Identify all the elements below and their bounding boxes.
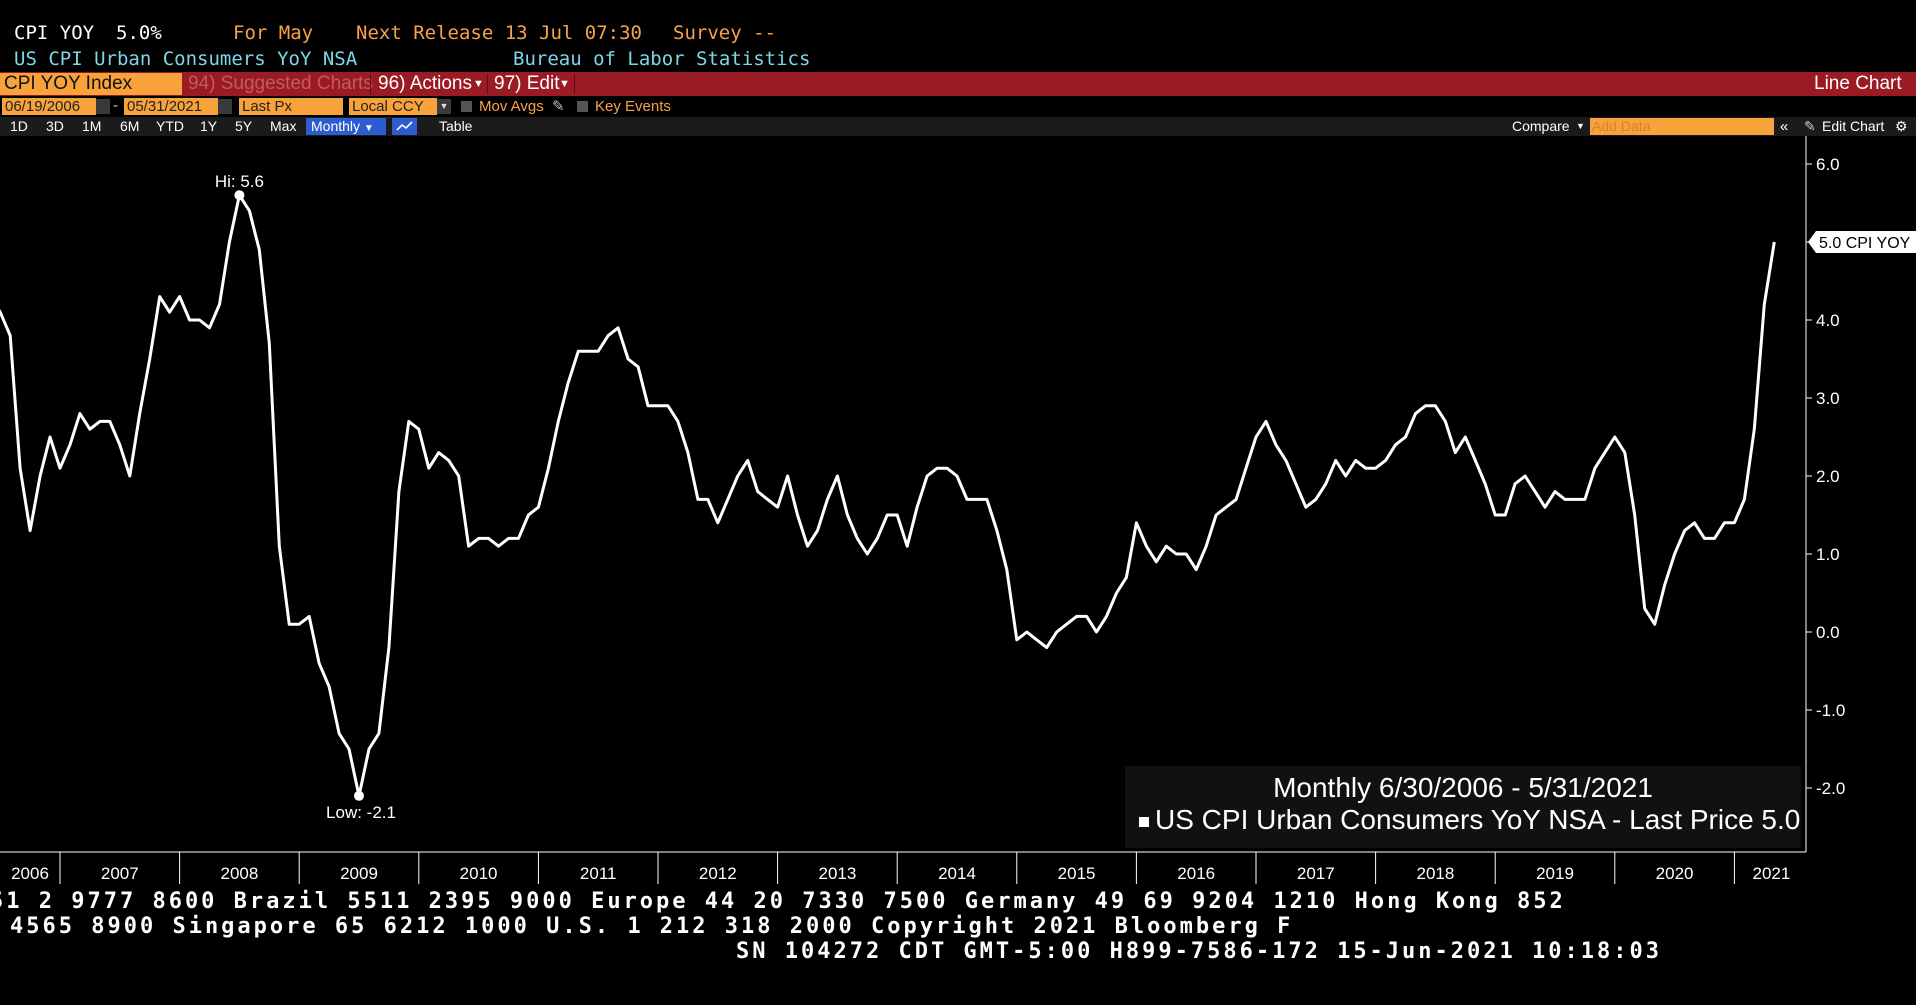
x-axis: 2006 2007 2008 2009 2010 2011 2012 2013 2014 2015… xyxy=(11,852,1790,884)
x-tick-label: 2019 xyxy=(1536,864,1574,883)
x-tick-label: 2007 xyxy=(101,864,139,883)
low-point-marker xyxy=(354,790,364,801)
survey-value: Survey -- xyxy=(673,22,776,44)
last-value-label: 5.0 CPI YOY xyxy=(1819,235,1911,252)
end-date-field[interactable]: 05/31/2021 xyxy=(124,98,218,115)
high-label: Hi: 5.6 xyxy=(215,172,264,191)
suggested-charts-button[interactable]: 94) Suggested Charts xyxy=(188,73,373,94)
low-label: Low: -2.1 xyxy=(326,803,396,822)
period-1m[interactable]: 1M xyxy=(82,118,102,134)
toolbar-divider xyxy=(487,74,488,94)
table-button[interactable]: Table xyxy=(439,118,473,134)
gear-icon[interactable]: ⚙ xyxy=(1895,118,1908,134)
y-tick-label: 3.0 xyxy=(1816,389,1840,408)
period-max[interactable]: Max xyxy=(270,118,297,134)
frequency-select[interactable]: Monthly ▼ xyxy=(306,118,386,135)
series-description: US CPI Urban Consumers YoY NSA xyxy=(14,48,358,70)
chevron-down-icon[interactable]: ▼ xyxy=(437,99,451,114)
x-tick-label: 2006 xyxy=(11,864,49,883)
period-toolbar xyxy=(0,117,1916,136)
y-axis: 6.05.04.03.02.01.00.0-1.0-2.0 xyxy=(1806,155,1845,798)
cpi-line-chart: 6.05.04.03.02.01.00.0-1.0-2.0 2006200720… xyxy=(0,136,1916,884)
actions-menu[interactable]: 96) Actions xyxy=(378,73,472,94)
x-tick-label: 2011 xyxy=(580,864,617,883)
footer-timestamp: SN 104272 CDT GMT-5:00 H899-7586-172 15-… xyxy=(736,939,1662,964)
calendar-icon[interactable] xyxy=(218,99,232,114)
x-tick-label: 2017 xyxy=(1297,864,1335,883)
chart-legend: Monthly 6/30/2006 - 5/31/2021 US CPI Urb… xyxy=(1125,766,1801,848)
last-value-tag: 5.0 CPI YOY xyxy=(1808,231,1916,253)
toolbar-divider xyxy=(370,74,371,94)
footer-contact-line-2: 4565 8900 Singapore 65 6212 1000 U.S. 1 … xyxy=(10,914,1294,939)
frequency-label: Monthly xyxy=(311,118,361,134)
x-tick-label: 2018 xyxy=(1416,864,1454,883)
cpi-yoy-series-line xyxy=(0,193,1776,798)
legend-swatch xyxy=(1139,817,1149,827)
chevron-down-icon: ▼ xyxy=(1576,121,1585,131)
release-period: For May xyxy=(233,22,314,44)
x-tick-label: 2021 xyxy=(1752,864,1790,883)
currency-select[interactable]: Local CCY xyxy=(349,98,437,115)
x-tick-label: 2014 xyxy=(938,864,976,883)
edit-chart-button[interactable]: Edit Chart xyxy=(1822,118,1885,134)
x-tick-label: 2010 xyxy=(460,864,498,883)
toolbar-divider xyxy=(574,74,575,94)
next-release: Next Release 13 Jul 07:30 xyxy=(356,22,642,44)
legend-series: US CPI Urban Consumers YoY NSA - Last Pr… xyxy=(1155,804,1801,835)
y-tick-label: -1.0 xyxy=(1816,701,1845,720)
period-3d[interactable]: 3D xyxy=(46,118,64,134)
y-tick-label: 4.0 xyxy=(1816,311,1840,330)
data-source: Bureau of Labor Statistics xyxy=(513,48,811,70)
line-chart-icon[interactable] xyxy=(392,118,417,135)
ticker-label: CPI YOY xyxy=(14,22,95,44)
add-data-input[interactable]: Add Data xyxy=(1590,118,1774,135)
period-6m[interactable]: 6M xyxy=(120,118,140,134)
edit-menu[interactable]: 97) Edit xyxy=(494,73,560,94)
key-events-label: Key Events xyxy=(595,98,671,115)
x-tick-label: 2015 xyxy=(1058,864,1096,883)
y-tick-label: -2.0 xyxy=(1816,779,1845,798)
mov-avgs-label: Mov Avgs xyxy=(479,98,544,115)
high-point-marker xyxy=(234,190,245,201)
period-1y[interactable]: 1Y xyxy=(200,118,218,134)
price-field-select[interactable]: Last Px xyxy=(239,98,343,115)
x-tick-label: 2009 xyxy=(340,864,378,883)
calendar-icon[interactable] xyxy=(96,99,110,114)
legend-date-range: Monthly 6/30/2006 - 5/31/2021 xyxy=(1273,772,1653,803)
period-ytd[interactable]: YTD xyxy=(156,118,184,134)
y-tick-label: 6.0 xyxy=(1816,155,1840,174)
collapse-icon[interactable]: « xyxy=(1780,118,1789,135)
y-tick-label: 1.0 xyxy=(1816,545,1840,564)
x-tick-label: 2013 xyxy=(818,864,856,883)
function-toolbar xyxy=(0,72,1916,96)
x-tick-label: 2016 xyxy=(1177,864,1215,883)
date-range-dash: - xyxy=(113,97,118,114)
x-tick-label: 2012 xyxy=(699,864,737,883)
footer-contact-line-1: 51 2 9777 8600 Brazil 5511 2395 9000 Eur… xyxy=(0,889,1566,914)
pencil-icon[interactable]: ✎ xyxy=(552,98,565,115)
period-5y[interactable]: 5Y xyxy=(235,118,253,134)
mov-avgs-checkbox[interactable] xyxy=(461,101,472,112)
compare-button[interactable]: Compare xyxy=(1512,118,1570,134)
chevron-down-icon: ▼ xyxy=(559,78,570,90)
x-tick-label: 2020 xyxy=(1656,864,1694,883)
start-date-field[interactable]: 06/19/2006 xyxy=(2,98,96,115)
key-events-checkbox[interactable] xyxy=(577,101,588,112)
period-1d[interactable]: 1D xyxy=(10,118,28,134)
x-tick-label: 2008 xyxy=(220,864,258,883)
security-field[interactable]: CPI YOY Index xyxy=(0,73,182,95)
chevron-down-icon: ▼ xyxy=(473,78,484,90)
pencil-icon: ✎ xyxy=(1804,118,1816,134)
y-tick-label: 0.0 xyxy=(1816,623,1840,642)
chart-type-label[interactable]: Line Chart xyxy=(1814,73,1902,94)
chevron-down-icon: ▼ xyxy=(363,123,374,134)
ticker-value: 5.0% xyxy=(116,22,162,44)
y-tick-label: 2.0 xyxy=(1816,467,1840,486)
